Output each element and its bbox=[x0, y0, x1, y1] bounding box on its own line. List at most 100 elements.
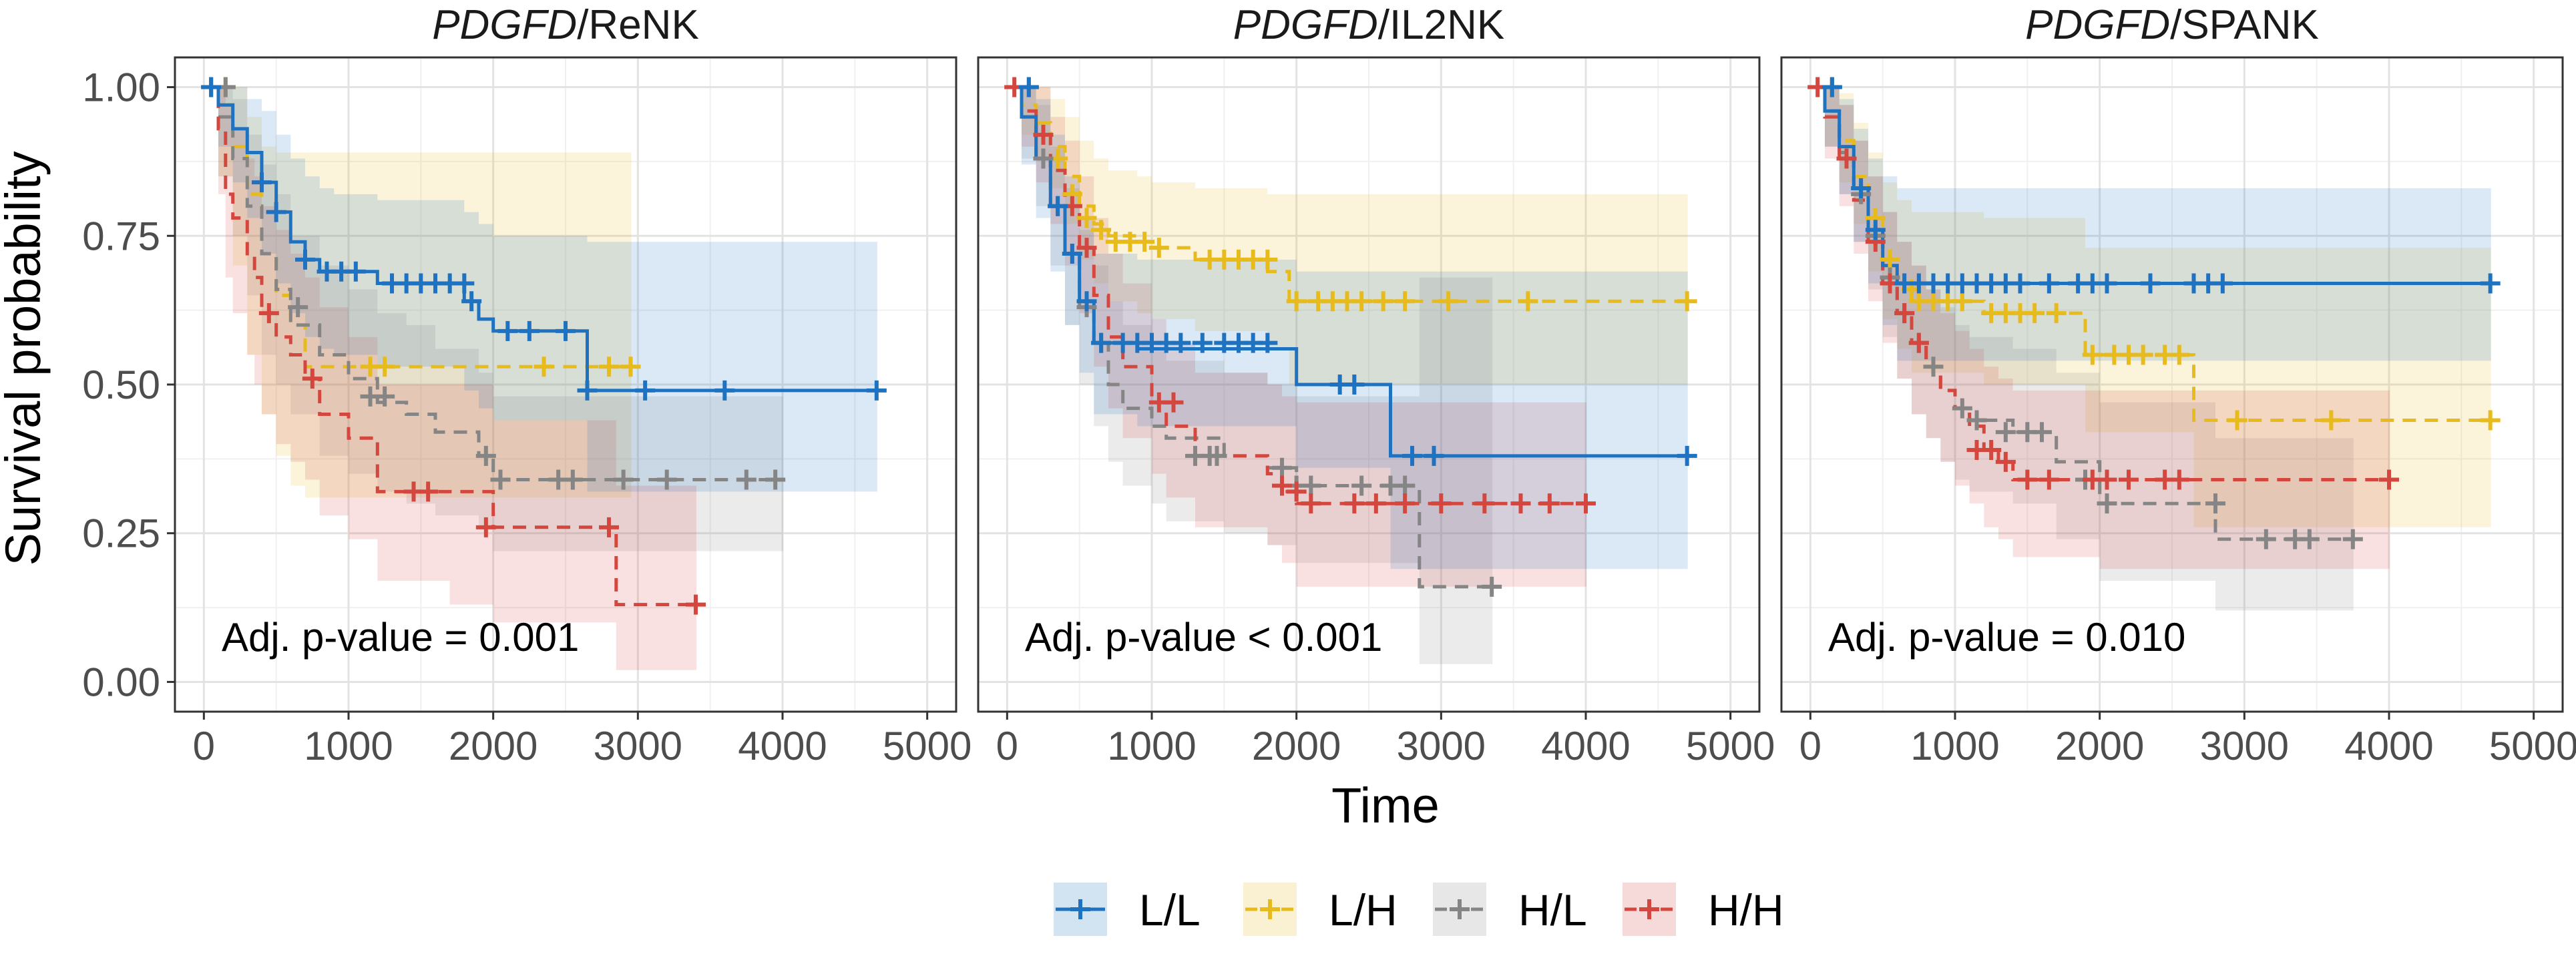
censor-mark-LH bbox=[2024, 303, 2045, 324]
censor-mark-LH bbox=[2227, 410, 2247, 431]
censor-mark-LL bbox=[1344, 375, 1365, 395]
panel-title-gene: PDGFD bbox=[432, 2, 577, 48]
censor-mark-HL bbox=[490, 469, 511, 490]
censor-mark-HH bbox=[1163, 392, 1184, 413]
censor-mark-HL bbox=[475, 445, 496, 466]
censor-mark-HH bbox=[1431, 493, 1452, 514]
censor-mark-LL bbox=[1424, 445, 1444, 466]
censor-mark-LH bbox=[2082, 344, 2103, 365]
censor-mark-LL bbox=[454, 273, 475, 294]
censor-mark-LH bbox=[1952, 291, 1972, 312]
censor-mark-HL bbox=[2032, 422, 2052, 443]
censor-mark-LL bbox=[2212, 273, 2233, 294]
panel-border bbox=[977, 56, 1761, 713]
censor-mark-HL bbox=[1952, 398, 1972, 419]
censor-mark-HH bbox=[599, 517, 619, 537]
censor-mark-LL bbox=[201, 77, 222, 97]
p-value-annotation: Adj. p-value < 0.001 bbox=[1025, 615, 1382, 660]
censor-mark-LH bbox=[1091, 220, 1112, 240]
y-axis-title: Survival probability bbox=[0, 151, 51, 565]
censor-mark-HH bbox=[2379, 469, 2399, 490]
panel-title-gene: PDGFD bbox=[2025, 2, 2170, 48]
gridlines bbox=[1781, 57, 2563, 712]
censor-mark-HH bbox=[1836, 148, 1857, 169]
gridlines bbox=[978, 57, 1759, 712]
legend-item-LL: L/L bbox=[1054, 883, 1201, 936]
censor-mark-LL bbox=[1091, 332, 1112, 353]
censor-mark-HH bbox=[1272, 475, 1292, 496]
censor-mark-LH bbox=[1373, 291, 1393, 312]
legend-label: L/H bbox=[1329, 885, 1398, 935]
y-tick-label: 0.50 bbox=[82, 363, 160, 407]
censor-mark-HL bbox=[288, 297, 308, 318]
censor-mark-LH bbox=[375, 356, 395, 377]
censor-mark-HH bbox=[258, 303, 279, 324]
x-tick-label: 2000 bbox=[2055, 724, 2144, 768]
panel-3: 0 1000 2000 3000 4000 5000 PDGFD/SPANK Adj. p-v… bbox=[1780, 2, 2576, 768]
x-tick-label: 4000 bbox=[2344, 724, 2433, 768]
legend-item-LH: L/H bbox=[1243, 883, 1398, 936]
censor-mark-HH bbox=[1395, 493, 1416, 514]
censor-mark-HH bbox=[302, 369, 323, 389]
censor-mark-LL bbox=[2097, 273, 2117, 294]
y-tick-label: 0.75 bbox=[82, 214, 160, 258]
censor-mark-HL bbox=[736, 469, 757, 490]
x-tick-label: 5000 bbox=[2489, 724, 2576, 768]
legend-key-cross bbox=[1639, 899, 1659, 919]
panel-border bbox=[1780, 56, 2564, 713]
ci-band-LL bbox=[1007, 87, 1688, 569]
censor-mark-HH bbox=[1510, 493, 1531, 514]
censor-mark-HH bbox=[1539, 493, 1560, 514]
censor-mark-HH bbox=[2017, 469, 2038, 490]
censor-mark-LH bbox=[2321, 410, 2342, 431]
legend-key-cross bbox=[1260, 899, 1280, 919]
censor-mark-LL bbox=[2010, 273, 2030, 294]
censor-mark-LH bbox=[1438, 291, 1459, 312]
y-tick-label: 0.25 bbox=[82, 511, 160, 556]
legend-item-HH: H/H bbox=[1623, 883, 1784, 936]
x-tick-label: 3000 bbox=[594, 724, 682, 768]
x-tick-label: 1000 bbox=[1910, 724, 1999, 768]
legend-key-cross bbox=[1070, 899, 1090, 919]
censor-mark-HH bbox=[1576, 493, 1596, 514]
ci-band-LL bbox=[1810, 87, 2491, 361]
censor-mark-HL bbox=[375, 386, 395, 407]
x-tick-label: 3000 bbox=[2200, 724, 2289, 768]
x-tick-label: 5000 bbox=[883, 724, 972, 768]
censor-mark-LH bbox=[1257, 249, 1278, 270]
censor-mark-LL bbox=[1018, 77, 1039, 97]
censor-mark-LL bbox=[497, 320, 518, 341]
panel-1: 0 1000 2000 3000 4000 5000 0.00 0.25 0.50 0.75 1.0… bbox=[82, 2, 972, 768]
survival-curve-HH bbox=[204, 85, 696, 607]
legend-key-cross bbox=[1450, 899, 1470, 919]
survival-curve-HL bbox=[204, 85, 783, 481]
censor-mark-LL bbox=[1677, 445, 1697, 466]
x-tick-label: 4000 bbox=[738, 724, 827, 768]
censor-mark-LL bbox=[1865, 220, 1886, 240]
censor-mark-LL bbox=[252, 172, 272, 193]
ci-band-HH bbox=[1007, 87, 1586, 587]
x-tick-label: 0 bbox=[1799, 724, 1821, 768]
x-tick-label: 1000 bbox=[1107, 724, 1196, 768]
censor-mark-LH bbox=[1351, 291, 1372, 312]
censor-mark-HH bbox=[1344, 493, 1365, 514]
censor-mark-HL bbox=[1207, 445, 1227, 466]
panel-title-suffix: /IL2NK bbox=[1378, 2, 1505, 48]
legend-label: H/H bbox=[1708, 885, 1784, 935]
legend-item-HL: H/L bbox=[1433, 883, 1587, 936]
censor-mark-LH bbox=[1518, 291, 1538, 312]
censor-mark-LH bbox=[2133, 344, 2153, 365]
panel-2: 0 1000 2000 3000 4000 5000 PDGFD/IL2NK Adj. p-v… bbox=[977, 2, 1775, 768]
censor-mark-HL bbox=[2342, 529, 2363, 549]
x-axis-title: Time bbox=[1331, 778, 1440, 833]
panel-title-suffix: /ReNK bbox=[577, 2, 699, 48]
ci-band-LH bbox=[204, 87, 632, 498]
censor-mark-LL bbox=[1851, 178, 1872, 198]
censor-mark-LH bbox=[1148, 238, 1169, 258]
p-value-annotation: Adj. p-value = 0.001 bbox=[222, 615, 579, 660]
censor-mark-HH bbox=[1981, 440, 2002, 460]
censor-mark-LH bbox=[599, 356, 619, 377]
censor-mark-LH bbox=[1395, 291, 1416, 312]
x-tick-label: 3000 bbox=[1397, 724, 1486, 768]
